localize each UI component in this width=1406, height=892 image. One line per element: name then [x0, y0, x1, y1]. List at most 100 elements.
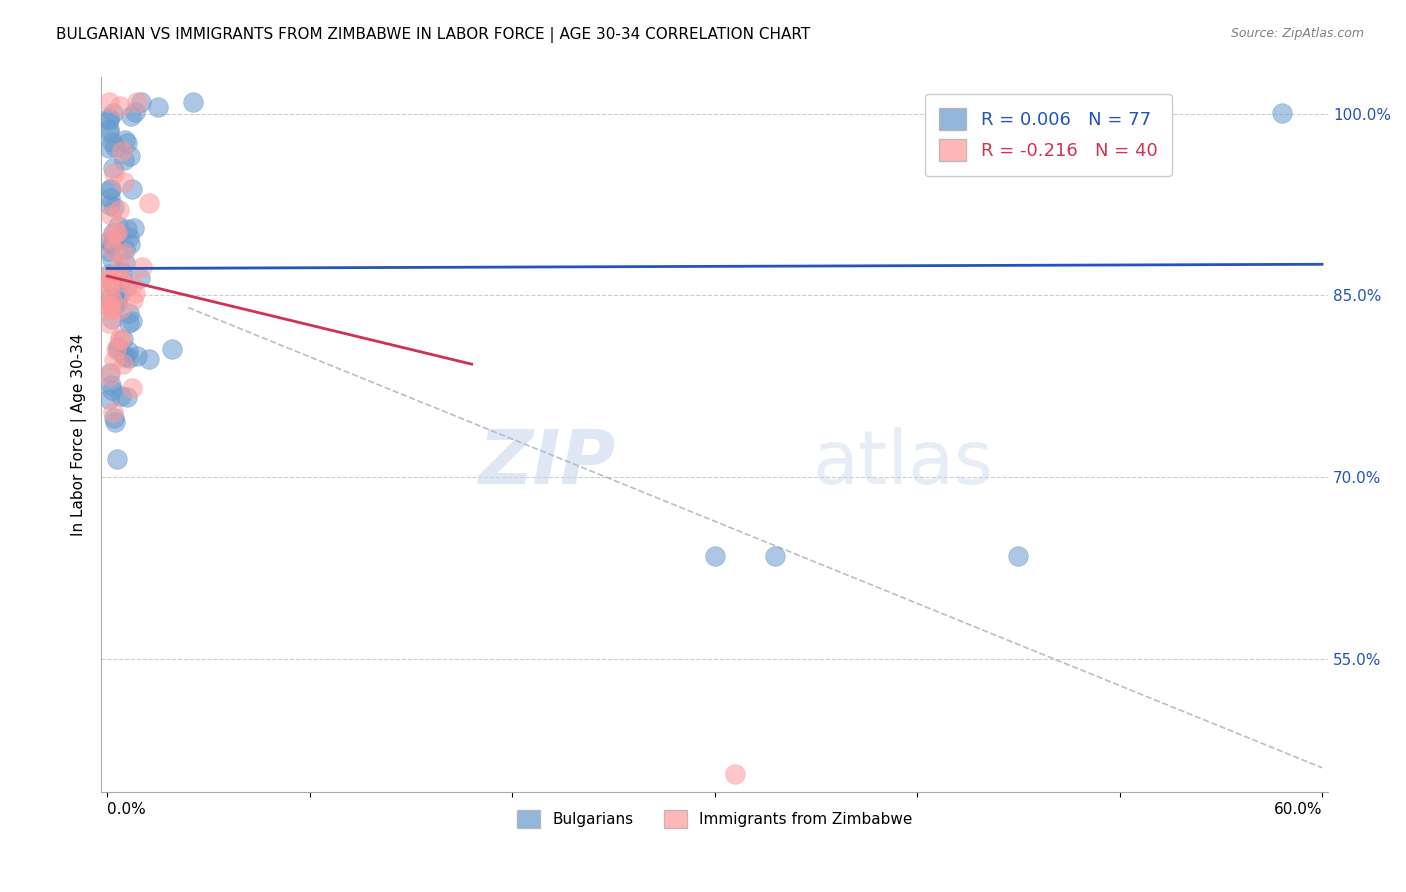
- Point: [98, 269, 121, 284]
- Point: [103, 201, 125, 215]
- Point: [120, 109, 142, 123]
- Point: [118, 351, 141, 365]
- Point: [114, 256, 136, 270]
- Text: 60.0%: 60.0%: [1274, 802, 1322, 817]
- Point: [100, 182, 122, 196]
- Point: [101, 244, 124, 258]
- Point: [122, 293, 145, 307]
- Point: [107, 289, 129, 303]
- Point: [110, 390, 132, 404]
- Point: [108, 99, 131, 113]
- Point: [98, 141, 121, 155]
- Point: [101, 161, 124, 176]
- Point: [98, 300, 121, 314]
- Point: [100, 302, 122, 317]
- Point: [160, 343, 183, 357]
- Point: [112, 175, 135, 189]
- Point: [124, 105, 146, 120]
- Point: [121, 314, 143, 328]
- Point: [118, 229, 141, 244]
- Point: [131, 95, 153, 109]
- Point: [98, 267, 121, 281]
- Point: [110, 274, 132, 288]
- Text: atlas: atlas: [813, 426, 994, 500]
- Point: [138, 352, 160, 367]
- Text: 0.0%: 0.0%: [107, 802, 146, 817]
- Point: [98, 234, 121, 248]
- Point: [121, 381, 143, 395]
- Point: [1007, 549, 1029, 563]
- Point: [98, 112, 121, 126]
- Point: [112, 246, 135, 260]
- Point: [107, 340, 129, 354]
- Point: [108, 259, 131, 273]
- Legend: Bulgarians, Immigrants from Zimbabwe: Bulgarians, Immigrants from Zimbabwe: [510, 804, 918, 834]
- Text: Source: ZipAtlas.com: Source: ZipAtlas.com: [1230, 27, 1364, 40]
- Point: [110, 331, 132, 345]
- Point: [103, 106, 125, 120]
- Point: [124, 286, 146, 301]
- Point: [107, 202, 129, 217]
- Point: [703, 549, 725, 563]
- Point: [101, 236, 124, 251]
- Point: [110, 302, 132, 317]
- Point: [118, 306, 141, 320]
- Point: [111, 265, 134, 279]
- Point: [125, 349, 148, 363]
- Point: [100, 208, 122, 222]
- Point: [107, 225, 129, 239]
- Point: [1271, 105, 1294, 120]
- Point: [115, 136, 138, 150]
- Point: [114, 242, 136, 256]
- Y-axis label: In Labor Force | Age 30-34: In Labor Force | Age 30-34: [72, 334, 87, 536]
- Point: [98, 316, 121, 330]
- Point: [117, 344, 139, 359]
- Point: [104, 226, 127, 240]
- Point: [103, 277, 125, 291]
- Text: ZIP: ZIP: [479, 426, 616, 500]
- Point: [103, 411, 125, 425]
- Point: [98, 121, 121, 136]
- Point: [181, 95, 204, 109]
- Point: [115, 222, 138, 236]
- Point: [105, 451, 128, 466]
- Point: [98, 182, 121, 196]
- Point: [98, 369, 121, 384]
- Point: [121, 182, 143, 196]
- Point: [98, 392, 121, 406]
- Point: [100, 231, 122, 245]
- Point: [98, 298, 121, 312]
- Point: [114, 133, 136, 147]
- Point: [111, 144, 134, 158]
- Point: [98, 198, 121, 212]
- Point: [101, 226, 124, 240]
- Point: [111, 272, 134, 286]
- Point: [107, 219, 129, 233]
- Point: [98, 291, 121, 305]
- Point: [103, 293, 125, 307]
- Point: [98, 112, 121, 127]
- Point: [98, 273, 121, 287]
- Point: [101, 252, 124, 266]
- Point: [101, 296, 124, 310]
- Point: [108, 269, 131, 284]
- Point: [103, 353, 125, 368]
- Point: [125, 95, 148, 109]
- Point: [103, 166, 125, 180]
- Point: [98, 366, 121, 380]
- Point: [118, 149, 141, 163]
- Point: [104, 415, 127, 429]
- Point: [138, 196, 160, 211]
- Point: [129, 271, 152, 285]
- Point: [103, 140, 125, 154]
- Point: [98, 191, 121, 205]
- Point: [98, 284, 121, 298]
- Point: [117, 316, 139, 330]
- Point: [112, 357, 135, 371]
- Point: [121, 278, 143, 293]
- Point: [104, 342, 127, 356]
- Point: [108, 333, 131, 347]
- Point: [131, 260, 153, 274]
- Point: [101, 383, 124, 397]
- Text: BULGARIAN VS IMMIGRANTS FROM ZIMBABWE IN LABOR FORCE | AGE 30-34 CORRELATION CHA: BULGARIAN VS IMMIGRANTS FROM ZIMBABWE IN…: [56, 27, 810, 43]
